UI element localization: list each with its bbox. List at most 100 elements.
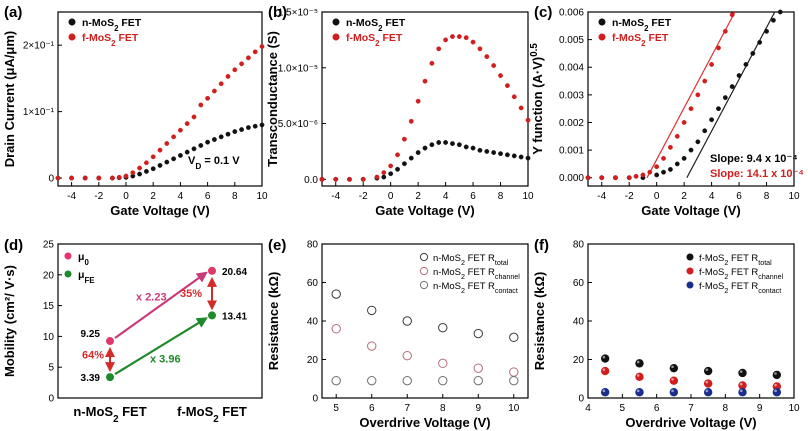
- x-tick-label-c: -4: [597, 191, 606, 202]
- data-point: [669, 388, 679, 397]
- legend-label-e: n-MoS2 FET Rcontact: [433, 281, 518, 295]
- data-point: [55, 175, 61, 181]
- data-point: [702, 78, 708, 84]
- data-point: [498, 151, 503, 157]
- data-point: [600, 366, 610, 376]
- data-point: [402, 350, 412, 361]
- x-tick-label-e: 5: [333, 403, 339, 414]
- data-point: [702, 128, 708, 134]
- data-point: [674, 133, 680, 139]
- x-tick-label-b: -4: [331, 191, 340, 202]
- x-tick-label-b: 8: [498, 191, 504, 202]
- data-point: [402, 375, 412, 386]
- data-point: [772, 388, 782, 397]
- x-tick-label-b: 0: [388, 191, 394, 202]
- mobility-value-label: 3.39: [81, 373, 101, 384]
- series-f-0: [600, 354, 782, 380]
- y-tick-label-c: 0.006: [559, 8, 584, 19]
- data-point: [509, 375, 519, 386]
- data-point: [518, 154, 524, 160]
- data-point: [473, 363, 483, 373]
- data-point: [388, 171, 394, 177]
- data-point: [654, 164, 660, 170]
- x-tick-label-b: 2: [415, 191, 421, 202]
- data-point: [585, 175, 591, 181]
- data-point-highlight: [774, 372, 777, 375]
- data-point: [491, 150, 497, 155]
- data-point: [205, 139, 211, 145]
- data-point: [777, 9, 783, 15]
- data-point: [450, 141, 455, 147]
- data-point: [137, 165, 143, 171]
- y-tick-label-a: 1×10⁻¹: [23, 107, 55, 118]
- legend-label-c: n-MoS2 FET: [612, 17, 672, 33]
- x-axis-title-e: Overdrive Voltage (V): [359, 415, 490, 430]
- data-point: [331, 375, 341, 386]
- data-point: [456, 34, 462, 39]
- data-point: [525, 155, 531, 161]
- data-point: [688, 147, 694, 153]
- data-point: [218, 81, 224, 87]
- data-point: [511, 153, 517, 159]
- panel-e: (e) 5 6 7 8 9 10 0 20 40 60 80 Overdrive Voltage (V)…: [266, 237, 529, 430]
- data-point: [331, 324, 341, 334]
- x-tick-label-b: 10: [522, 191, 534, 202]
- data-point: [116, 174, 122, 180]
- data-point: [429, 60, 435, 66]
- y-tick-label-c: 0.001: [559, 146, 584, 157]
- data-point: [331, 289, 341, 299]
- data-point: [422, 145, 428, 151]
- data-point: [438, 323, 448, 333]
- y-tick-label-b: 1.5×10⁻⁵: [278, 8, 318, 19]
- data-point: [374, 174, 380, 180]
- x-tick-label-a: 0: [123, 191, 129, 202]
- data-point: [191, 146, 197, 152]
- data-point: [422, 78, 428, 84]
- data-point: [239, 61, 245, 67]
- x-tick-label-f: 5: [620, 403, 626, 414]
- data-point: [367, 341, 377, 351]
- data-point: [661, 169, 666, 175]
- data-point: [661, 155, 666, 161]
- data-point: [443, 37, 448, 43]
- series-f-1: [600, 366, 782, 391]
- y-tick-label-e: 40: [307, 317, 319, 328]
- legend-marker-d: [64, 252, 72, 260]
- data-point: [477, 46, 483, 52]
- data-point: [388, 163, 394, 169]
- y-tick-label-f: 80: [573, 240, 585, 251]
- legend-label-c: f-MoS2 FET: [612, 32, 669, 48]
- data-point: [333, 176, 339, 182]
- data-point: [184, 149, 190, 155]
- data-point: [143, 160, 149, 166]
- data-point: [669, 376, 679, 385]
- data-point: [695, 139, 701, 145]
- pct-label-f: 35%: [180, 288, 202, 300]
- series-b-0: [319, 140, 531, 182]
- data-point: [757, 39, 763, 45]
- data-point: [415, 98, 421, 104]
- x-tick-label-c: 8: [764, 191, 770, 202]
- data-point: [143, 168, 149, 174]
- data-point: [491, 63, 497, 68]
- data-point-highlight: [739, 370, 743, 373]
- legend-marker-b: [332, 18, 340, 26]
- x-tick-label-e: 9: [475, 403, 481, 414]
- plot-frame-d: [57, 243, 263, 399]
- data-point: [709, 117, 714, 123]
- series-c-0: [585, 9, 783, 181]
- data-point: [484, 149, 490, 154]
- data-point: [408, 155, 414, 161]
- legend-label-f: f-MoS2 FET Rcontact: [699, 281, 781, 295]
- x-tick-label-e: 7: [404, 403, 410, 414]
- data-point: [157, 163, 163, 168]
- data-point: [438, 375, 448, 386]
- data-point: [738, 368, 747, 378]
- category-label-d: n-MoS2 FET: [73, 404, 146, 425]
- x-axis-title-c: Gate Voltage (V): [641, 203, 740, 218]
- annotation-a: VD = 0.1 V: [188, 155, 240, 171]
- data-point-highlight: [636, 360, 640, 364]
- data-point: [259, 44, 265, 49]
- data-point: [703, 366, 713, 376]
- data-point: [110, 175, 115, 181]
